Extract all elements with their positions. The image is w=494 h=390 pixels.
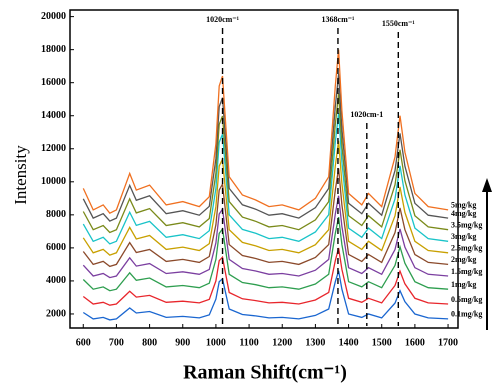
x-tick-label: 600	[76, 337, 91, 348]
x-tick-label: 1500	[372, 337, 392, 348]
x-axis-title: Raman Shift(cm⁻¹)	[183, 362, 347, 384]
y-tick-label: 6000	[46, 242, 66, 253]
annotation-label: 1020cm⁻¹	[206, 15, 239, 24]
y-tick-label: 8000	[46, 209, 66, 220]
legend-label: 3.5mg/kg	[451, 221, 482, 230]
x-tick-label: 1600	[405, 337, 425, 348]
legend-label: 2mg/kg	[451, 255, 476, 264]
x-tick-label: 1000	[206, 337, 226, 348]
x-tick-label: 700	[109, 337, 124, 348]
series-line	[82, 216, 449, 292]
series-line	[82, 73, 449, 222]
x-tick-label: 1100	[239, 337, 258, 348]
y-axis-title: Intensity	[11, 145, 30, 205]
y-tick-label: 12000	[41, 143, 66, 154]
legend-label: 1mg/kg	[451, 280, 476, 289]
x-tick-label: 800	[142, 337, 157, 348]
annotation-label: 1550cm⁻¹	[382, 19, 415, 28]
series-line	[82, 93, 449, 234]
legend-label: 2.5mg/kg	[451, 244, 482, 253]
annotation-label: 1020cm-1	[350, 110, 383, 119]
y-tick-label: 4000	[46, 275, 66, 286]
legend-label: 4mg/kg	[451, 209, 476, 218]
series-line	[82, 270, 449, 321]
y-tick-label: 20000	[41, 11, 66, 22]
series-line	[82, 140, 449, 256]
annotation-label: 1368cm⁻¹	[322, 15, 355, 24]
series-line	[82, 49, 449, 215]
x-tick-label: 1400	[339, 337, 359, 348]
plot-frame	[69, 9, 459, 329]
legend-label: 3mg/kg	[451, 232, 476, 241]
y-tick-label: 10000	[41, 176, 66, 187]
y-tick-label: 14000	[41, 110, 66, 121]
y-tick-label: 2000	[46, 308, 66, 319]
series-line	[82, 168, 449, 268]
series-line	[82, 195, 449, 279]
trend-arrow	[482, 178, 492, 330]
y-tick-label: 16000	[41, 77, 66, 88]
series-line	[82, 247, 449, 306]
x-tick-label: 1300	[305, 337, 325, 348]
legend-label: 0.1mg/kg	[451, 310, 482, 319]
legend-label: 0.5mg/kg	[451, 295, 482, 304]
series-line	[82, 113, 449, 245]
legend-label: 5mg/kg	[451, 201, 476, 210]
x-tick-label: 1700	[438, 337, 458, 348]
legend-label: 1.5mg/kg	[451, 267, 482, 276]
y-tick-label: 18000	[41, 44, 66, 55]
x-tick-label: 900	[175, 337, 190, 348]
x-tick-label: 1200	[272, 337, 292, 348]
